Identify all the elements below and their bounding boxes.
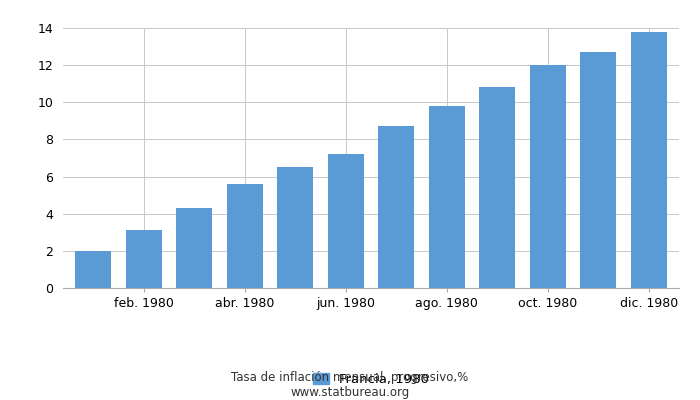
Text: www.statbureau.org: www.statbureau.org: [290, 386, 410, 399]
Bar: [428, 106, 465, 288]
Legend: Francia, 1980: Francia, 1980: [313, 372, 429, 386]
Bar: [277, 167, 314, 288]
Bar: [479, 88, 515, 288]
Bar: [75, 251, 111, 288]
Bar: [529, 65, 566, 288]
Bar: [125, 230, 162, 288]
Bar: [580, 52, 617, 288]
Bar: [227, 184, 263, 288]
Bar: [176, 208, 213, 288]
Bar: [328, 154, 364, 288]
Text: Tasa de inflación mensual, progresivo,%: Tasa de inflación mensual, progresivo,%: [232, 372, 468, 384]
Bar: [378, 126, 414, 288]
Bar: [631, 32, 667, 288]
